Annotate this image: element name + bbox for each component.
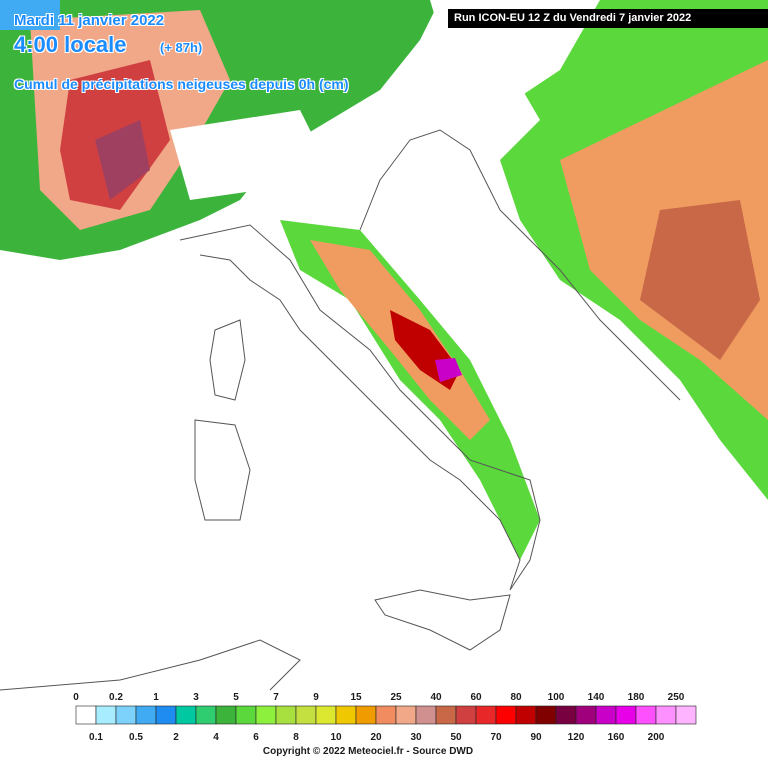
color-swatch [175, 705, 197, 725]
legend-label: 0.2 [109, 692, 123, 703]
legend-label: 9 [313, 692, 319, 703]
coastlines [0, 129, 681, 691]
color-swatch [75, 705, 97, 725]
legend-label: 120 [568, 732, 585, 743]
legend-label: 70 [490, 732, 502, 743]
legend-label: 1 [153, 692, 159, 703]
color-swatch [595, 705, 617, 725]
color-swatch [435, 705, 457, 725]
legend-label: 0.5 [129, 732, 143, 743]
legend-label: 5 [233, 692, 239, 703]
lead-time: (+ 87h) [160, 40, 203, 55]
legend-label: 6 [253, 732, 259, 743]
color-swatch [355, 705, 377, 725]
legend-label: 140 [588, 692, 605, 703]
legend-label: 15 [350, 692, 362, 703]
color-swatch [535, 705, 557, 725]
forecast-date: Mardi 11 janvier 2022 [14, 12, 165, 29]
legend-label: 0 [73, 692, 79, 703]
color-swatch [555, 705, 577, 725]
legend-label: 180 [628, 692, 645, 703]
color-swatch [215, 705, 237, 725]
color-swatch [375, 705, 397, 725]
legend-label: 3 [193, 692, 199, 703]
color-swatch [115, 705, 137, 725]
legend-label: 90 [530, 732, 542, 743]
legend-label: 60 [470, 692, 482, 703]
legend-label: 4 [213, 732, 219, 743]
color-swatch [195, 705, 217, 725]
color-swatch [475, 705, 497, 725]
color-swatch [635, 705, 657, 725]
color-swatch [575, 705, 597, 725]
color-swatch [255, 705, 277, 725]
color-swatch [235, 705, 257, 725]
run-info: Run ICON-EU 12 Z du Vendredi 7 janvier 2… [448, 9, 768, 28]
color-swatch [655, 705, 677, 725]
color-swatch [515, 705, 537, 725]
legend-label: 2 [173, 732, 179, 743]
legend-label: 30 [410, 732, 422, 743]
color-swatch [135, 705, 157, 725]
color-swatch [415, 705, 437, 725]
color-swatch [315, 705, 337, 725]
legend-label: 250 [668, 692, 685, 703]
color-swatch [295, 705, 317, 725]
color-swatch [495, 705, 517, 725]
color-swatch [275, 705, 297, 725]
legend-label: 10 [330, 732, 342, 743]
legend-label: 100 [548, 692, 565, 703]
color-swatch [675, 705, 697, 725]
legend-label: 160 [608, 732, 625, 743]
forecast-time: 4:00 locale [14, 32, 127, 57]
snow-field [0, 0, 768, 560]
legend-label: 0.1 [89, 732, 103, 743]
color-swatch [335, 705, 357, 725]
legend-label: 8 [293, 732, 299, 743]
color-swatch [395, 705, 417, 725]
legend-label: 20 [370, 732, 382, 743]
legend-label: 7 [273, 692, 279, 703]
legend-label: 80 [510, 692, 522, 703]
subtitle: Cumul de précipitations neigeuses depuis… [14, 76, 349, 92]
color-swatch [455, 705, 477, 725]
color-swatch [155, 705, 177, 725]
color-swatch [95, 705, 117, 725]
legend-label: 40 [430, 692, 442, 703]
legend-label: 50 [450, 732, 462, 743]
color-swatch [615, 705, 637, 725]
legend-label: 200 [648, 732, 665, 743]
legend-label: 25 [390, 692, 402, 703]
copyright: Copyright © 2022 Meteociel.fr - Source D… [263, 746, 473, 757]
